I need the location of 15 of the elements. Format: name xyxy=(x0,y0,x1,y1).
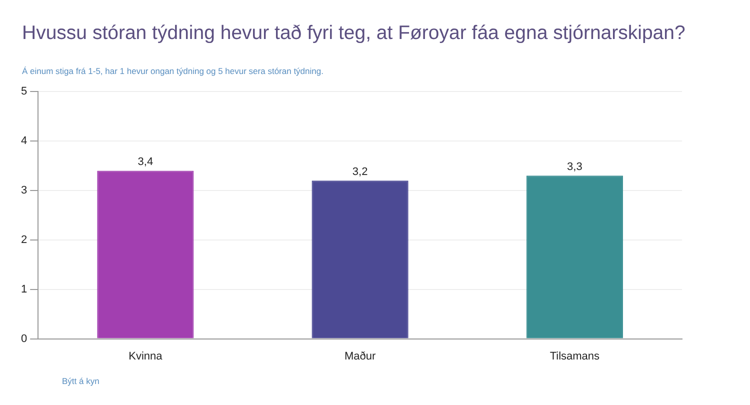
chart-subtitle: Á einum stiga frá 1-5, har 1 hevur ongan týdning og 5 hevur sera stóran týdning. xyxy=(22,66,324,76)
data-label: 3,4 xyxy=(138,156,154,168)
y-tick-label: 1 xyxy=(20,283,28,296)
data-label: 3,2 xyxy=(352,166,368,178)
chart-title: Hvussu stóran týdning hevur tað fyri teg, at Føroyar fáa egna stjórnarskipan? xyxy=(22,22,686,45)
text: Býtt á kyn xyxy=(62,376,100,386)
y-tick-label: 4 xyxy=(20,135,28,148)
y-tick-label: 3 xyxy=(20,184,28,197)
y-tick-label: 5 xyxy=(20,86,28,98)
data-label: 3,3 xyxy=(567,161,582,174)
x-tick-label: Tilsamans xyxy=(550,350,600,362)
x-tick-label: Maður xyxy=(344,350,376,362)
y-tick-label: 0 xyxy=(20,332,28,345)
x-tick-label: Kvinna xyxy=(128,350,164,362)
y-tick-label: 2 xyxy=(20,234,28,246)
